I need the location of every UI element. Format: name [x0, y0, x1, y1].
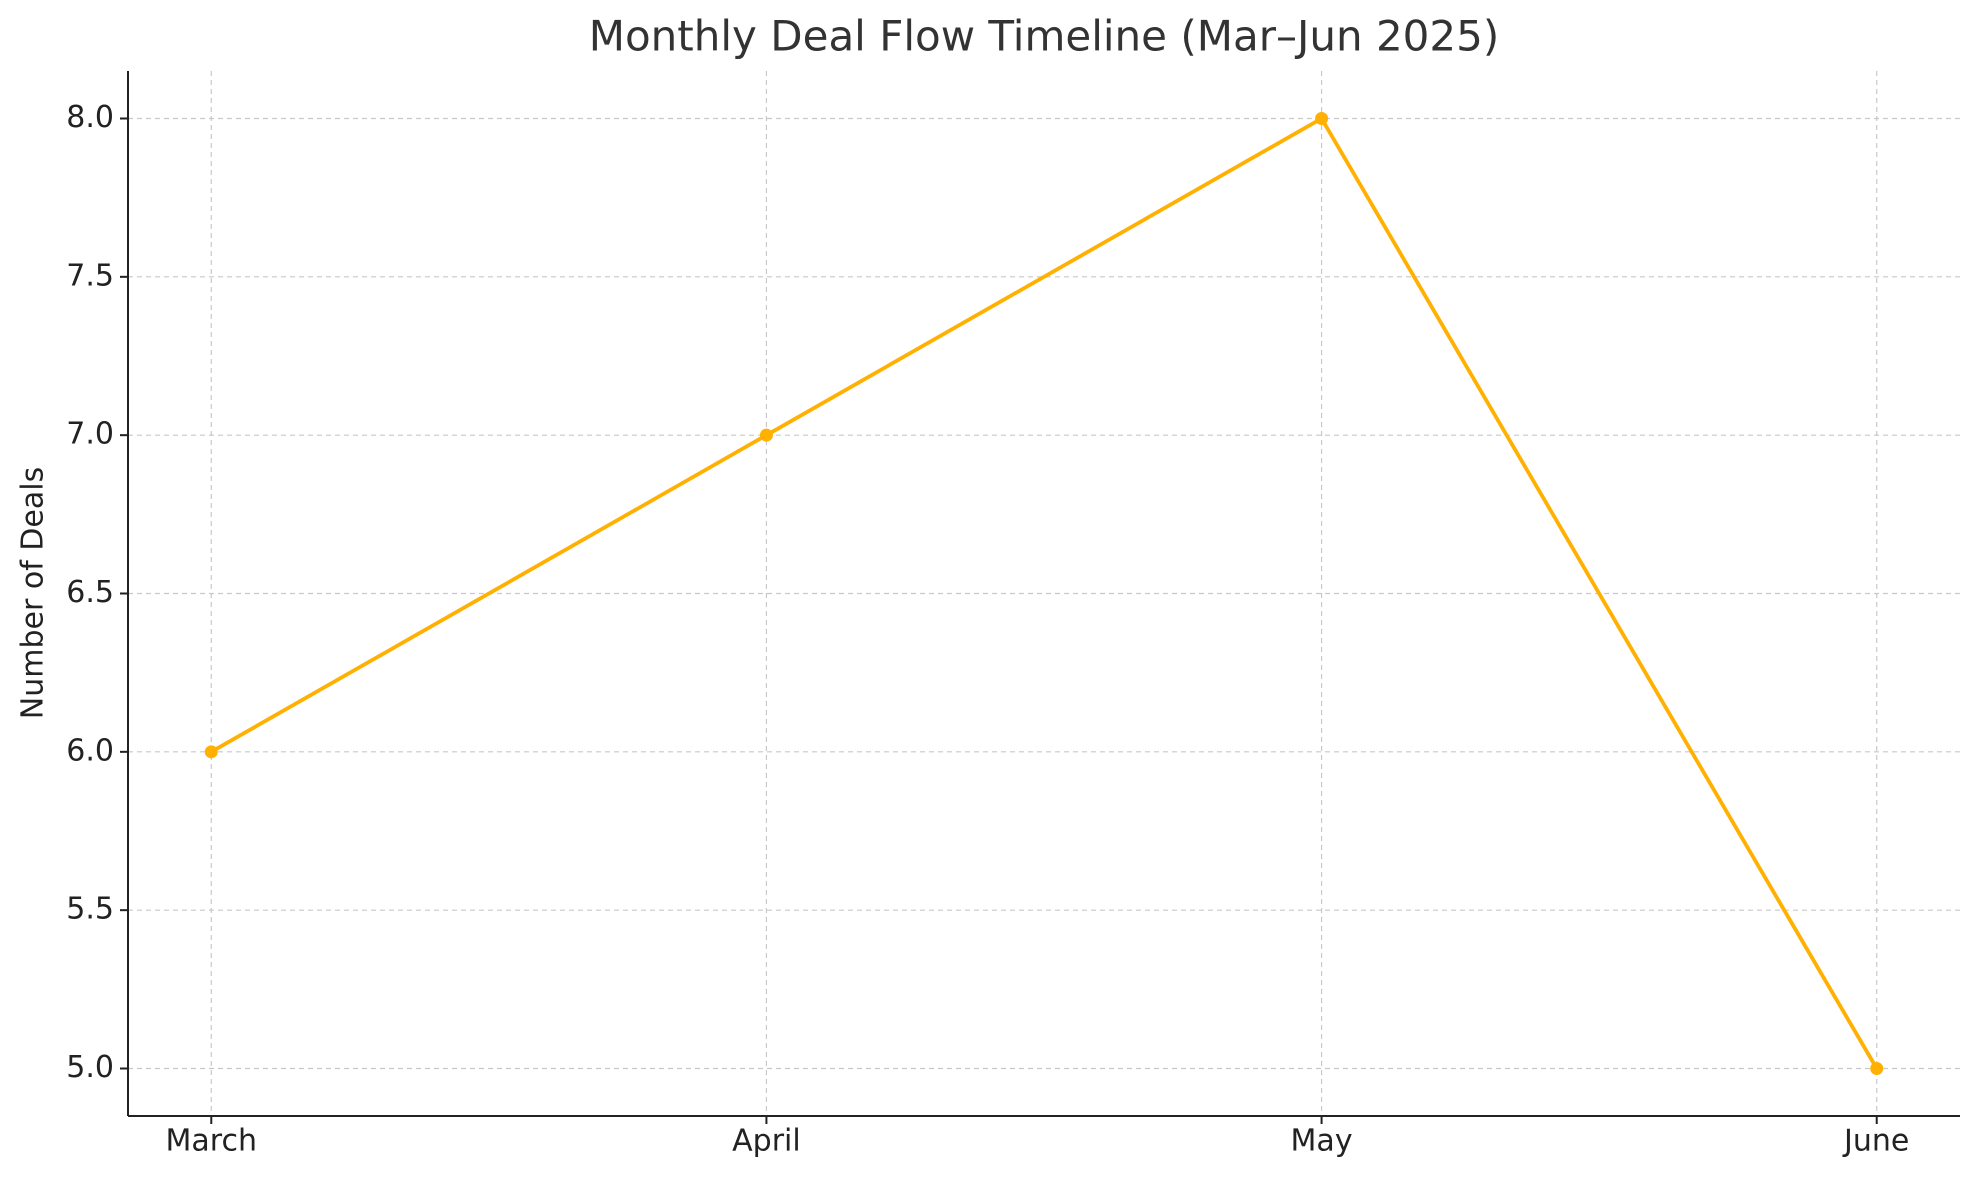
y-axis-label: Number of Deals: [16, 467, 51, 719]
x-tick-label: March: [166, 1124, 257, 1159]
data-point: [1870, 1062, 1884, 1075]
y-tick-label: 6.0: [66, 733, 114, 768]
y-tick-label: 8.0: [66, 100, 114, 135]
x-tick-label: June: [1842, 1124, 1909, 1159]
data-point: [759, 428, 773, 442]
x-tick-label: April: [732, 1124, 801, 1159]
data-line: [210, 116, 1879, 1070]
chart-title: Monthly Deal Flow Timeline (Mar–Jun 2025…: [589, 12, 1500, 61]
y-tick-label: 7.5: [66, 258, 114, 293]
y-tick-label: 7.0: [66, 417, 114, 452]
x-tick-label: May: [1291, 1124, 1353, 1159]
data-point: [1315, 112, 1329, 125]
y-tick-label: 5.5: [66, 892, 114, 927]
y-tick-label: 5.0: [66, 1050, 114, 1085]
data-point: [204, 745, 218, 759]
y-tick-label: 6.5: [66, 575, 114, 610]
